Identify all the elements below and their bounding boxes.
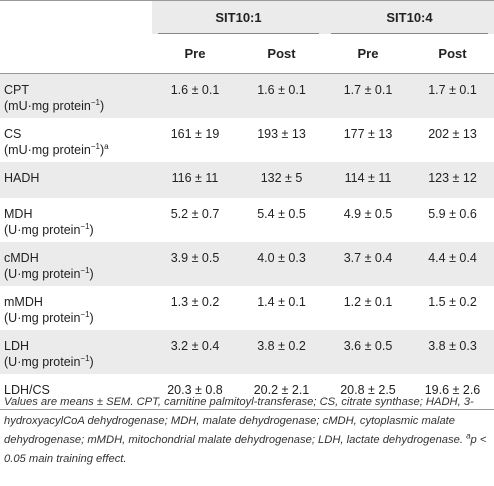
footnote-tail: p < 0.05 main training effect. xyxy=(4,434,487,465)
row-footnote-marker: a xyxy=(104,141,109,151)
footnote-sup: a xyxy=(466,431,471,441)
row-label: CS (mU·mg protein−1)a xyxy=(0,117,152,162)
value-cell: 5.4 ± 0.5 xyxy=(238,197,325,242)
row-unit: (U·mg protein xyxy=(4,310,81,325)
value-cell: 4.9 ± 0.5 xyxy=(325,197,411,242)
value-cell: 5.9 ± 0.6 xyxy=(411,197,494,242)
row-unit-close: ) xyxy=(99,99,105,113)
footnote-text: Values are means ± SEM. CPT, carnitine p… xyxy=(4,396,474,446)
value-cell: 123 ± 12 xyxy=(411,161,494,198)
row-name: LDH/CS xyxy=(4,382,50,397)
value-cell: 4.0 ± 0.3 xyxy=(238,241,325,286)
subheader-pre: Pre xyxy=(325,34,411,74)
row-label: LDH/CS xyxy=(0,373,152,410)
row-name: HADH xyxy=(4,170,40,185)
group-header-row: SIT10:1 SIT10:4 xyxy=(0,0,494,34)
group-label: SIT10:1 xyxy=(215,10,262,25)
table-body: CPT (mU·mg protein−1) 1.6 ± 0.1 1.6 ± 0.1 1.… xyxy=(0,73,494,410)
row-unit: (mU·mg protein xyxy=(4,99,91,113)
header-blank-cell xyxy=(0,0,152,34)
value-cell: 1.6 ± 0.1 xyxy=(152,73,238,118)
value-cell: 114 ± 11 xyxy=(325,161,411,198)
group-label: SIT10:4 xyxy=(386,10,433,25)
row-name: mMDH xyxy=(4,294,43,309)
table-row: MDH (U·mg protein−1) 5.2 ± 0.7 5.4 ± 0.5 4.9… xyxy=(0,197,494,242)
group-header-sit10-1: SIT10:1 xyxy=(152,0,325,34)
value-cell: 116 ± 11 xyxy=(152,161,238,198)
row-unit-exponent: −1 xyxy=(80,353,90,363)
row-label: mMDH (U·mg protein−1) xyxy=(0,285,152,330)
row-unit-close: ) xyxy=(99,142,105,157)
row-label: MDH (U·mg protein−1) xyxy=(0,197,152,242)
value-cell: 177 ± 13 xyxy=(325,117,411,162)
value-cell: 202 ± 13 xyxy=(411,117,494,162)
value-cell: 20.8 ± 2.5 xyxy=(325,373,411,410)
value-cell: 1.4 ± 0.1 xyxy=(238,285,325,330)
row-unit: (U·mg protein xyxy=(4,354,81,369)
row-name: LDH xyxy=(4,338,30,353)
row-unit-close: ) xyxy=(89,222,94,237)
table-row: HADH 116 ± 11 132 ± 5 114 ± 11 123 ± 12 xyxy=(0,161,494,198)
value-cell: 1.6 ± 0.1 xyxy=(238,73,325,118)
value-cell: 5.2 ± 0.7 xyxy=(152,197,238,242)
table-row: CS (mU·mg protein−1)a 161 ± 19 193 ± 13 177 … xyxy=(0,117,494,162)
row-unit-exponent: −1 xyxy=(90,97,100,107)
row-unit-close: ) xyxy=(89,266,94,281)
row-unit-exponent: −1 xyxy=(80,221,90,231)
value-cell: 3.9 ± 0.5 xyxy=(152,241,238,286)
group-underline xyxy=(158,33,319,34)
value-cell: 4.4 ± 0.4 xyxy=(411,241,494,286)
row-name: MDH xyxy=(4,206,33,221)
value-cell: 19.6 ± 2.6 xyxy=(411,373,494,410)
value-cell: 3.8 ± 0.2 xyxy=(238,329,325,374)
row-unit-exponent: −1 xyxy=(90,141,100,151)
subheader-post: Post xyxy=(238,34,325,74)
row-unit-exponent: −1 xyxy=(80,265,90,275)
row-unit-exponent: −1 xyxy=(80,309,90,319)
value-cell: 1.2 ± 0.1 xyxy=(325,285,411,330)
row-unit-close: ) xyxy=(89,354,94,369)
value-cell: 1.3 ± 0.2 xyxy=(152,285,238,330)
value-cell: 1.5 ± 0.2 xyxy=(411,285,494,330)
row-label: cMDH (U·mg protein−1) xyxy=(0,241,152,286)
row-name: cMDH xyxy=(4,250,39,265)
value-cell: 20.2 ± 2.1 xyxy=(238,373,325,410)
row-label: HADH xyxy=(0,161,152,198)
value-cell: 193 ± 13 xyxy=(238,117,325,162)
value-cell: 1.7 ± 0.1 xyxy=(411,73,494,118)
table-row: LDH (U·mg protein−1) 3.2 ± 0.4 3.8 ± 0.2 3.6… xyxy=(0,329,494,374)
value-cell: 132 ± 5 xyxy=(238,161,325,198)
row-label: CPT (mU·mg protein−1) xyxy=(0,73,152,118)
subheader-pre: Pre xyxy=(152,34,238,74)
value-cell: 3.6 ± 0.5 xyxy=(325,329,411,374)
row-label: LDH (U·mg protein−1) xyxy=(0,329,152,374)
row-unit: (U·mg protein xyxy=(4,266,81,281)
data-table: SIT10:1 SIT10:4 Pre Post Pre Post CPT (mU… xyxy=(0,0,494,410)
row-unit-close: ) xyxy=(89,310,94,325)
table-footnote: Values are means ± SEM. CPT, carnitine p… xyxy=(4,393,490,469)
row-unit: (U·mg protein xyxy=(4,222,81,237)
group-header-sit10-4: SIT10:4 xyxy=(325,0,494,34)
table-row: CPT (mU·mg protein−1) 1.6 ± 0.1 1.6 ± 0.1 1.… xyxy=(0,73,494,118)
value-cell: 3.8 ± 0.3 xyxy=(411,329,494,374)
header-blank-cell xyxy=(0,34,152,74)
row-name: CS xyxy=(4,126,22,141)
row-unit: (mU·mg protein xyxy=(4,142,91,157)
table-row: mMDH (U·mg protein−1) 1.3 ± 0.2 1.4 ± 0.1 1.… xyxy=(0,285,494,330)
table-row: LDH/CS 20.3 ± 0.8 20.2 ± 2.1 20.8 ± 2.5 19.6… xyxy=(0,373,494,410)
row-name: CPT xyxy=(4,83,29,97)
group-underline xyxy=(331,33,488,34)
value-cell: 161 ± 19 xyxy=(152,117,238,162)
value-cell: 20.3 ± 0.8 xyxy=(152,373,238,410)
table-row: cMDH (U·mg protein−1) 3.9 ± 0.5 4.0 ± 0.3 3.… xyxy=(0,241,494,286)
value-cell: 3.2 ± 0.4 xyxy=(152,329,238,374)
value-cell: 3.7 ± 0.4 xyxy=(325,241,411,286)
sub-header-row: Pre Post Pre Post xyxy=(0,34,494,74)
value-cell: 1.7 ± 0.1 xyxy=(325,73,411,118)
subheader-post: Post xyxy=(411,34,494,74)
